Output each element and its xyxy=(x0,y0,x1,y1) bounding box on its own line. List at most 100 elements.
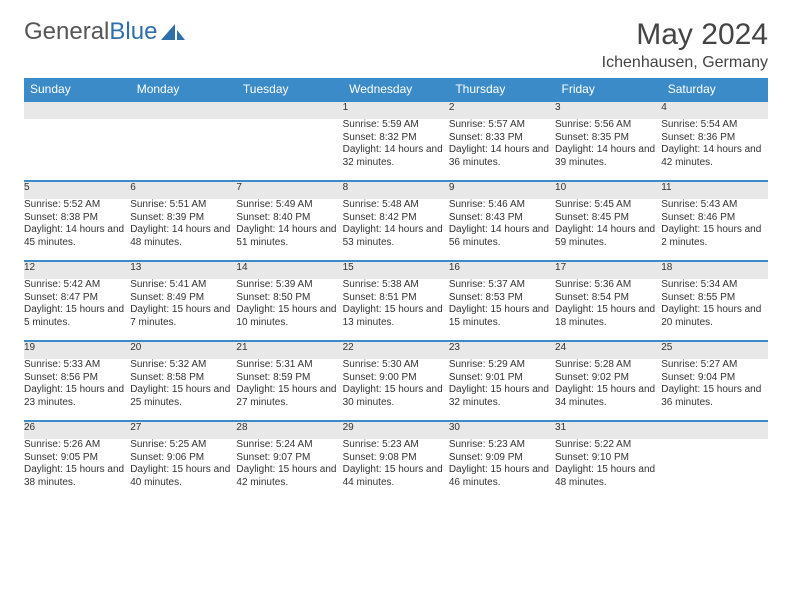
sunrise-text: Sunrise: 5:52 AM xyxy=(24,199,130,212)
sunrise-text: Sunrise: 5:33 AM xyxy=(24,359,130,372)
day-number: 18 xyxy=(661,261,767,279)
sunset-text: Sunset: 8:47 PM xyxy=(24,292,130,305)
day-cell: Sunrise: 5:30 AMSunset: 9:00 PMDaylight:… xyxy=(343,359,449,421)
sunset-text: Sunset: 8:46 PM xyxy=(661,212,767,225)
day-cell: Sunrise: 5:25 AMSunset: 9:06 PMDaylight:… xyxy=(130,439,236,501)
daylight-text: Daylight: 14 hours and 59 minutes. xyxy=(555,224,661,249)
day-header: Tuesday xyxy=(236,78,342,101)
day-number: 28 xyxy=(236,421,342,439)
sunset-text: Sunset: 8:45 PM xyxy=(555,212,661,225)
logo-text-1: General xyxy=(24,18,109,46)
sunrise-text: Sunrise: 5:32 AM xyxy=(130,359,236,372)
day-number: 21 xyxy=(236,341,342,359)
day-number: 9 xyxy=(449,181,555,199)
day-number: 6 xyxy=(130,181,236,199)
logo-sail-icon xyxy=(161,22,187,42)
day-header: Monday xyxy=(130,78,236,101)
day-number: 17 xyxy=(555,261,661,279)
sunset-text: Sunset: 8:54 PM xyxy=(555,292,661,305)
day-header: Thursday xyxy=(449,78,555,101)
day-cell: Sunrise: 5:57 AMSunset: 8:33 PMDaylight:… xyxy=(449,119,555,181)
sunset-text: Sunset: 9:01 PM xyxy=(449,372,555,385)
daynum-row: 19202122232425 xyxy=(24,341,768,359)
day-number: 19 xyxy=(24,341,130,359)
sunrise-text: Sunrise: 5:45 AM xyxy=(555,199,661,212)
sunset-text: Sunset: 8:39 PM xyxy=(130,212,236,225)
daynum-row: 12131415161718 xyxy=(24,261,768,279)
day-cell: Sunrise: 5:54 AMSunset: 8:36 PMDaylight:… xyxy=(661,119,767,181)
day-cell: Sunrise: 5:52 AMSunset: 8:38 PMDaylight:… xyxy=(24,199,130,261)
sunrise-text: Sunrise: 5:49 AM xyxy=(236,199,342,212)
sunrise-text: Sunrise: 5:27 AM xyxy=(661,359,767,372)
sunset-text: Sunset: 9:10 PM xyxy=(555,452,661,465)
sunset-text: Sunset: 8:51 PM xyxy=(343,292,449,305)
sunrise-text: Sunrise: 5:25 AM xyxy=(130,439,236,452)
day-cell: Sunrise: 5:23 AMSunset: 9:08 PMDaylight:… xyxy=(343,439,449,501)
day-cell: Sunrise: 5:56 AMSunset: 8:35 PMDaylight:… xyxy=(555,119,661,181)
daylight-text: Daylight: 15 hours and 13 minutes. xyxy=(343,304,449,329)
daylight-text: Daylight: 15 hours and 36 minutes. xyxy=(661,384,767,409)
sunrise-text: Sunrise: 5:23 AM xyxy=(449,439,555,452)
sunset-text: Sunset: 8:49 PM xyxy=(130,292,236,305)
sunrise-text: Sunrise: 5:48 AM xyxy=(343,199,449,212)
day-number: 11 xyxy=(661,181,767,199)
daylight-text: Daylight: 15 hours and 10 minutes. xyxy=(236,304,342,329)
data-row: Sunrise: 5:42 AMSunset: 8:47 PM Daylight:… xyxy=(24,279,768,341)
month-title: May 2024 xyxy=(602,18,768,52)
sunrise-text: Sunrise: 5:34 AM xyxy=(661,279,767,292)
sunset-text: Sunset: 9:02 PM xyxy=(555,372,661,385)
daylight-text: Daylight: 15 hours and 42 minutes. xyxy=(236,464,342,489)
day-number: 3 xyxy=(555,101,661,119)
daylight-text: Daylight: 14 hours and 36 minutes. xyxy=(449,144,555,169)
sunset-text: Sunset: 8:42 PM xyxy=(343,212,449,225)
day-number: 4 xyxy=(661,101,767,119)
day-number: 25 xyxy=(661,341,767,359)
sunset-text: Sunset: 8:38 PM xyxy=(24,212,130,225)
day-number xyxy=(661,421,767,439)
daylight-text: Daylight: 14 hours and 48 minutes. xyxy=(130,224,236,249)
sunrise-text: Sunrise: 5:28 AM xyxy=(555,359,661,372)
daynum-row: 567891011 xyxy=(24,181,768,199)
daylight-text: Daylight: 15 hours and 25 minutes. xyxy=(130,384,236,409)
data-row: Sunrise: 5:33 AMSunset: 8:56 PMDaylight:… xyxy=(24,359,768,421)
day-cell: Sunrise: 5:43 AMSunset: 8:46 PMDaylight:… xyxy=(661,199,767,261)
daylight-text: Daylight: 15 hours and 30 minutes. xyxy=(343,384,449,409)
sunrise-text: Sunrise: 5:41 AM xyxy=(130,279,236,292)
daylight-text: Daylight: 15 hours and 15 minutes. xyxy=(449,304,555,329)
daylight-text: Daylight: 15 hours and 20 minutes. xyxy=(661,304,767,329)
day-number: 8 xyxy=(343,181,449,199)
day-cell: Sunrise: 5:59 AMSunset: 8:32 PMDaylight:… xyxy=(343,119,449,181)
day-number: 20 xyxy=(130,341,236,359)
day-cell: Sunrise: 5:45 AMSunset: 8:45 PMDaylight:… xyxy=(555,199,661,261)
day-cell xyxy=(24,119,130,181)
sunset-text: Sunset: 9:08 PM xyxy=(343,452,449,465)
sunset-text: Sunset: 8:32 PM xyxy=(343,132,449,145)
day-cell: Sunrise: 5:28 AMSunset: 9:02 PMDaylight:… xyxy=(555,359,661,421)
sunrise-text: Sunrise: 5:42 AM xyxy=(24,279,130,292)
day-number: 27 xyxy=(130,421,236,439)
day-number: 16 xyxy=(449,261,555,279)
day-number: 26 xyxy=(24,421,130,439)
day-cell: Sunrise: 5:34 AMSunset: 8:55 PMDaylight:… xyxy=(661,279,767,341)
sunrise-text: Sunrise: 5:59 AM xyxy=(343,119,449,132)
sunset-text: Sunset: 8:58 PM xyxy=(130,372,236,385)
day-cell: Sunrise: 5:38 AMSunset: 8:51 PMDaylight:… xyxy=(343,279,449,341)
sunset-text: Sunset: 9:00 PM xyxy=(343,372,449,385)
daylight-text: Daylight: 14 hours and 32 minutes. xyxy=(343,144,449,169)
day-cell: Sunrise: 5:48 AMSunset: 8:42 PMDaylight:… xyxy=(343,199,449,261)
sunrise-text: Sunrise: 5:56 AM xyxy=(555,119,661,132)
day-cell xyxy=(236,119,342,181)
sunrise-text: Sunrise: 5:51 AM xyxy=(130,199,236,212)
day-cell: Sunrise: 5:23 AMSunset: 9:09 PMDaylight:… xyxy=(449,439,555,501)
day-cell: Sunrise: 5:36 AMSunset: 8:54 PMDaylight:… xyxy=(555,279,661,341)
day-cell xyxy=(130,119,236,181)
sunset-text: Sunset: 9:09 PM xyxy=(449,452,555,465)
sunset-text: Sunset: 8:55 PM xyxy=(661,292,767,305)
day-cell xyxy=(661,439,767,501)
daylight-text: Daylight: 15 hours and 18 minutes. xyxy=(555,304,661,329)
sunset-text: Sunset: 8:40 PM xyxy=(236,212,342,225)
day-cell: Sunrise: 5:22 AMSunset: 9:10 PMDaylight:… xyxy=(555,439,661,501)
day-cell: Sunrise: 5:31 AMSunset: 8:59 PMDaylight:… xyxy=(236,359,342,421)
sunrise-text: Sunrise: 5:37 AM xyxy=(449,279,555,292)
sunset-text: Sunset: 9:04 PM xyxy=(661,372,767,385)
